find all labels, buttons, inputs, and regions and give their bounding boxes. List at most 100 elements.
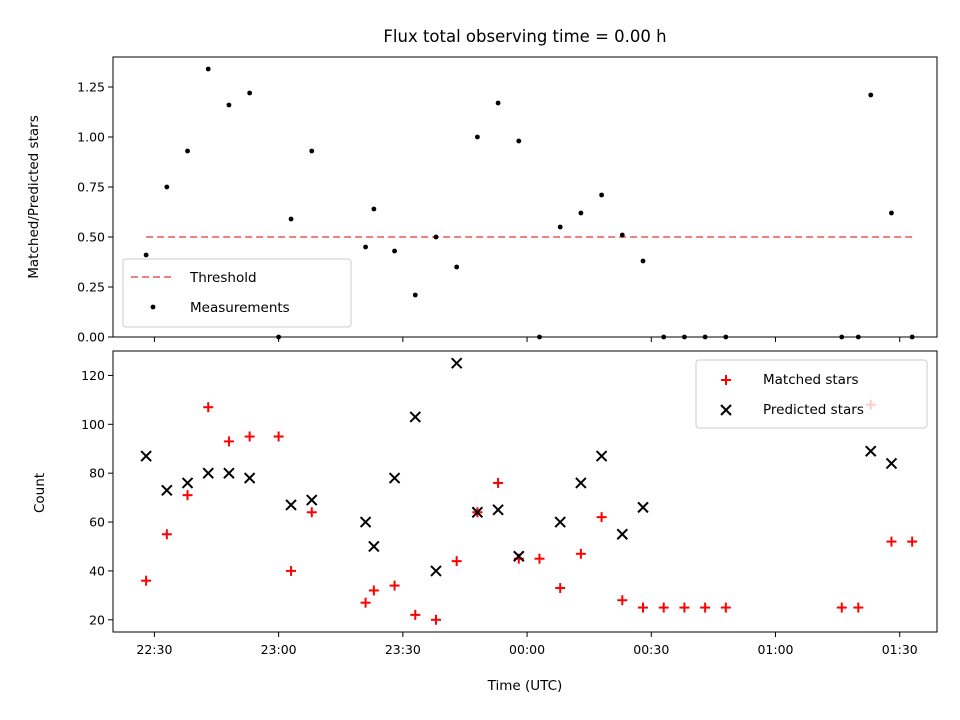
measurement-point: [599, 192, 605, 198]
predicted-star-point: [513, 550, 525, 562]
measurement-point: [495, 100, 501, 106]
predicted-star-point: [181, 477, 194, 489]
bottom-y-axis-label: Count: [32, 473, 48, 513]
matched-star-point: [389, 580, 400, 591]
x-tick-label: 01:30: [882, 642, 918, 657]
measurement-point: [363, 244, 368, 250]
predicted-star-point: [368, 540, 380, 553]
legend-threshold-label: Threshold: [189, 270, 257, 286]
predicted-star-point: [430, 565, 442, 577]
legend-matched-swatch: [721, 375, 731, 385]
matched-star-point: [720, 602, 731, 613]
bottom-y-tick-label: 100: [81, 417, 105, 432]
predicted-star-point: [885, 457, 898, 470]
predicted-star-point: [450, 357, 463, 369]
bottom-legend-frame: [695, 359, 928, 429]
matched-star-point: [368, 585, 379, 596]
legend-plus-mark: [721, 375, 731, 385]
matched-star-point: [700, 602, 711, 613]
legend-predicted-swatch: [720, 404, 732, 416]
predicted-star-point: [306, 494, 318, 506]
matched-star-point: [430, 614, 441, 625]
top-y-tick-label: 1.00: [77, 130, 105, 145]
matched-star-point: [141, 575, 152, 586]
measurement-point: [185, 148, 190, 154]
predicted-star-point: [865, 445, 877, 457]
predicted-star-point: [161, 484, 173, 496]
matched-star-point: [679, 602, 690, 613]
predicted-star-point: [285, 499, 297, 511]
top-legend-frame: [122, 258, 352, 328]
matched-star-point: [182, 490, 193, 501]
measurement-point: [454, 264, 460, 270]
matched-star-point: [617, 595, 628, 606]
legend-measurements-label: Measurements: [190, 300, 290, 316]
matched-star-point: [658, 602, 669, 613]
top-chart-title: Flux total observing time = 0.00 h: [383, 27, 666, 46]
measurement-point: [868, 92, 874, 98]
predicted-star-point: [637, 501, 649, 514]
measurement-point: [247, 90, 253, 96]
measurement-point: [226, 102, 232, 108]
measurement-point: [640, 258, 646, 264]
x-tick-label: 00:30: [633, 642, 669, 657]
matched-star-point: [273, 431, 284, 442]
top-y-tick-label: 0.00: [77, 330, 105, 345]
matched-star-point: [596, 512, 607, 523]
matched-star-point: [360, 597, 371, 608]
legend-measurements-swatch: [150, 304, 156, 310]
x-tick-label: 23:00: [261, 642, 297, 657]
predicted-star-point: [575, 477, 587, 489]
predicted-star-point: [595, 450, 608, 462]
matched-star-point: [203, 402, 214, 413]
matched-star-point: [410, 609, 421, 620]
bottom-y-tick-label: 80: [89, 466, 105, 481]
matched-star-point: [161, 529, 172, 540]
matched-star-point: [575, 548, 586, 559]
predicted-star-point: [471, 506, 484, 518]
top-y-tick-label: 0.25: [77, 280, 105, 295]
bottom-y-tick-label: 20: [89, 612, 105, 627]
matched-star-point: [244, 431, 255, 442]
measurement-point: [433, 234, 439, 240]
matched-star-point: [223, 436, 234, 447]
measurement-point: [889, 210, 894, 216]
bottom-y-tick-label: 120: [81, 368, 105, 383]
bottom-y-tick-label: 40: [89, 563, 105, 578]
legend-matched-label: Matched stars: [763, 372, 859, 388]
top-y-tick-label: 0.50: [77, 230, 105, 245]
measurement-point: [288, 216, 294, 222]
measurement-point: [578, 210, 584, 216]
measurement-point: [516, 138, 522, 144]
matched-star-point: [534, 553, 545, 564]
predicted-star-point: [409, 411, 421, 423]
matched-star-point: [886, 536, 897, 547]
top-axes-frame: [112, 56, 938, 338]
predicted-star-point: [202, 467, 214, 479]
top-plot-area: 0.00 0.25 0.50 0.75 1.00 1.25: [77, 56, 938, 345]
matched-star-point: [306, 507, 317, 518]
predicted-star-point: [243, 472, 256, 484]
measurement-point: [474, 134, 480, 140]
matched-star-point: [451, 556, 462, 567]
measurement-point: [412, 292, 418, 298]
matched-star-point: [836, 602, 847, 613]
top-legend: Threshold Measurements: [122, 258, 352, 328]
measurement-point: [371, 206, 377, 212]
x-axis-label: Time (UTC): [487, 678, 563, 694]
x-tick-label: 22:30: [136, 642, 172, 657]
predicted-star-point: [554, 516, 566, 528]
x-tick-label: 00:00: [509, 642, 545, 657]
matched-star-point: [286, 565, 297, 576]
top-y-tick-label: 1.25: [77, 80, 105, 95]
predicted-star-point: [140, 450, 152, 462]
measurement-point: [309, 148, 315, 154]
predicted-star-point: [223, 467, 235, 479]
bottom-axes-frame: [112, 350, 938, 633]
predicted-star-point: [359, 516, 372, 528]
x-tick-label: 01:00: [757, 642, 793, 657]
predicted-star-point: [616, 528, 629, 540]
measurement-point: [619, 232, 625, 238]
bottom-plot-area: 20 40 60 80 100 120 22:30 23:00 23:30 00:00 00:30 0…: [81, 350, 938, 657]
matched-star-point: [907, 536, 918, 547]
